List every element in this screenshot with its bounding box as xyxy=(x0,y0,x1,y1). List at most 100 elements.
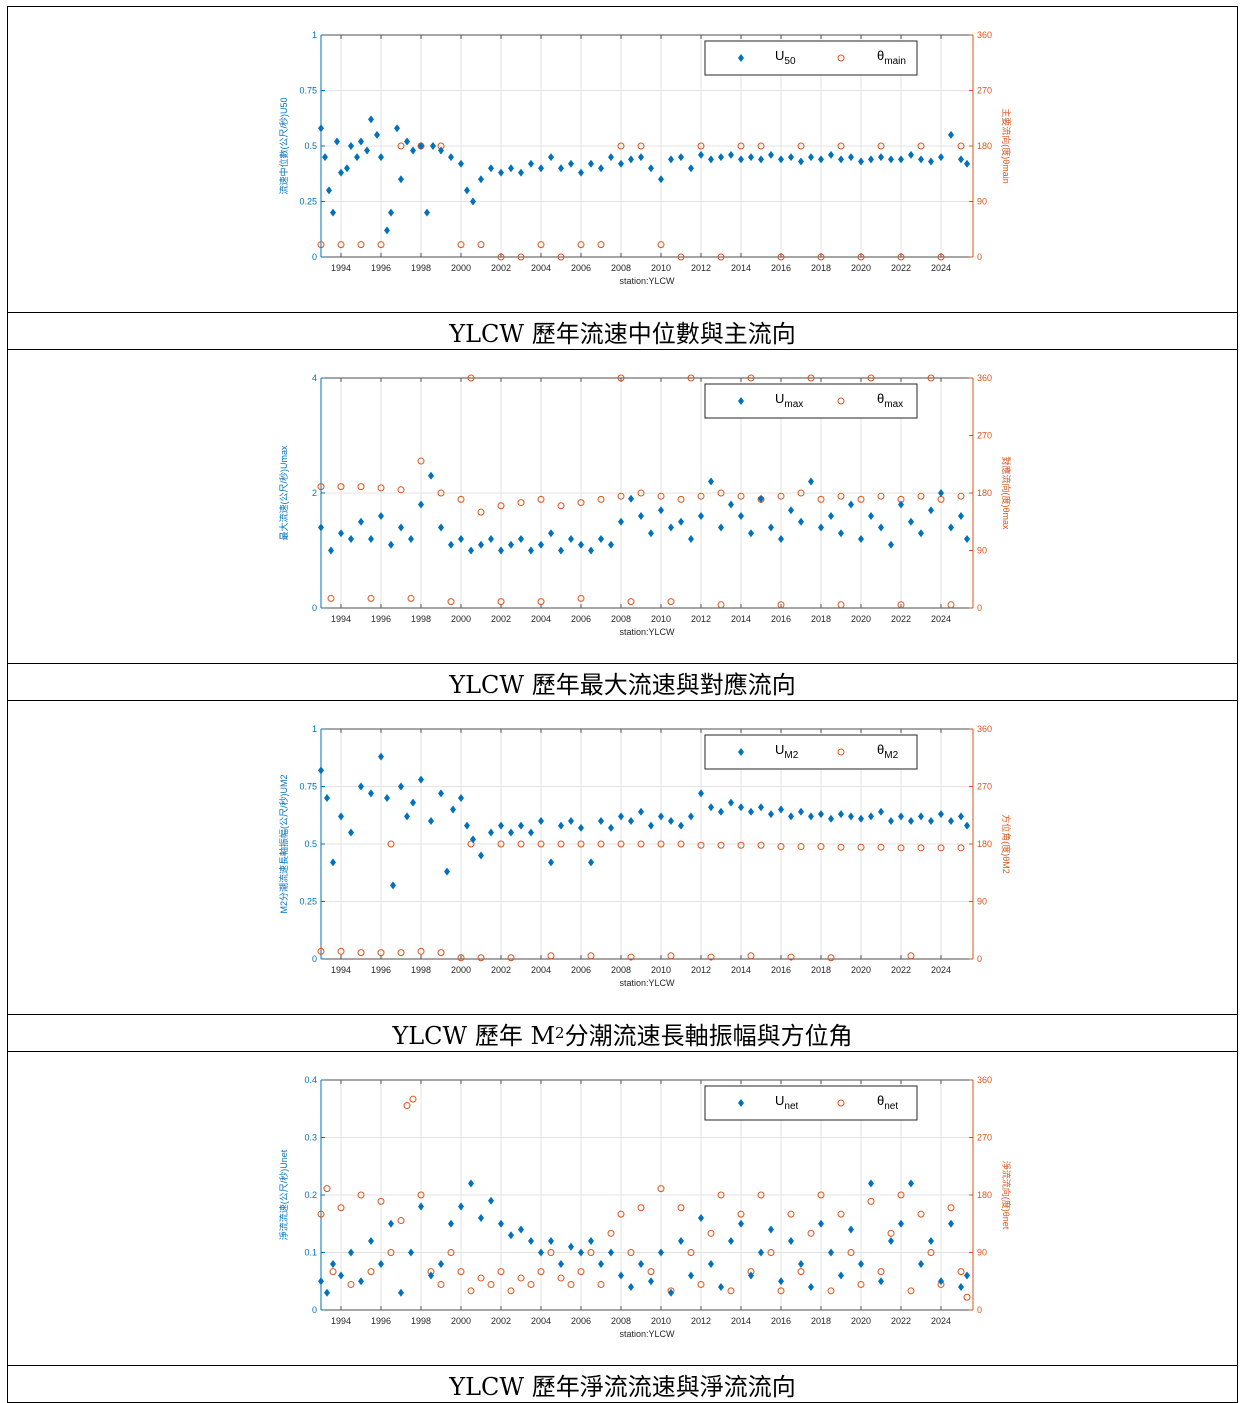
speed-point xyxy=(398,175,404,184)
y-left-tick-label: 0.5 xyxy=(304,141,317,151)
x-tick-label: 2008 xyxy=(611,965,631,975)
speed-point xyxy=(628,1283,634,1291)
x-tick-label: 2024 xyxy=(931,1316,951,1326)
speed-point xyxy=(410,798,416,807)
x-tick-label: 2024 xyxy=(931,263,951,273)
speed-point xyxy=(418,1202,424,1211)
speed-point xyxy=(908,150,914,159)
plot-area: 1994 1996 1998 2000 2002 2004 2006 2008 2010 2012… xyxy=(278,1075,1012,1339)
caption-1-text: YLCW 歷年流速中位數與主流向 xyxy=(449,319,796,348)
x-tick-label: 2016 xyxy=(771,965,791,975)
speed-point xyxy=(568,159,574,168)
speed-point xyxy=(848,1225,854,1234)
x-tick-label: 2018 xyxy=(811,614,831,624)
direction-point xyxy=(337,947,345,955)
direction-point xyxy=(497,1268,505,1276)
legend-speed-label: Unet xyxy=(775,1093,799,1112)
direction-point xyxy=(807,374,815,382)
speed-point xyxy=(848,500,854,509)
speed-point xyxy=(964,535,970,543)
x-tick-label: 2002 xyxy=(491,614,511,624)
speed-point xyxy=(758,803,764,812)
direction-point xyxy=(837,142,845,150)
direction-point xyxy=(687,1249,695,1256)
y-right-tick-label: 180 xyxy=(977,488,992,498)
x-tick-label: 2022 xyxy=(891,614,911,624)
speed-point xyxy=(748,807,754,816)
direction-point xyxy=(537,241,545,249)
speed-point xyxy=(898,500,904,509)
legend-direction-marker xyxy=(837,54,845,62)
speed-point xyxy=(888,817,894,825)
direction-point xyxy=(597,840,605,848)
direction-point xyxy=(377,949,385,957)
direction-point xyxy=(757,841,765,849)
direction-point xyxy=(577,594,585,602)
x-tick-label: 1998 xyxy=(411,614,431,624)
x-tick-label: 2002 xyxy=(491,965,511,975)
direction-point xyxy=(577,499,585,507)
legend-direction-marker xyxy=(837,748,845,756)
x-tick-label: 2004 xyxy=(531,1316,551,1326)
speed-point xyxy=(368,115,374,124)
direction-point xyxy=(697,142,705,150)
speed-point xyxy=(698,1214,704,1222)
speed-point xyxy=(708,1260,714,1268)
direction-point xyxy=(357,949,365,957)
direction-point xyxy=(877,492,885,500)
speed-point xyxy=(470,197,476,206)
figure-cell-1: 1994 1996 1998 2000 2002 2004 2006 2008 2010 2012… xyxy=(8,7,1237,313)
x-tick-label: 2004 xyxy=(531,263,551,273)
direction-point xyxy=(577,241,585,249)
x-tick-label: 2020 xyxy=(851,965,871,975)
speed-point xyxy=(458,794,464,802)
y-right-tick-label: 90 xyxy=(977,897,987,907)
y-left-axis-title: 最大流速(公尺/秒)Umax xyxy=(278,445,289,540)
direction-point xyxy=(637,489,645,497)
speed-point xyxy=(728,500,734,509)
speed-point xyxy=(578,823,584,832)
chart-umax-theta-max: 1994 1996 1998 2000 2002 2004 2006 2008 2010 2012… xyxy=(278,373,1012,637)
direction-point xyxy=(887,1229,895,1237)
direction-point xyxy=(557,253,565,261)
direction-point xyxy=(677,495,685,503)
speed-point xyxy=(558,546,564,555)
direction-point xyxy=(617,492,625,500)
direction-point xyxy=(857,843,865,851)
direction-point xyxy=(797,489,805,497)
direction-point xyxy=(757,142,765,150)
direction-point xyxy=(497,253,505,261)
speed-point xyxy=(598,817,604,825)
speed-point xyxy=(328,546,334,555)
direction-point xyxy=(777,253,785,261)
direction-point xyxy=(777,1287,785,1295)
y-right-tick-label: 360 xyxy=(977,373,992,383)
speed-point xyxy=(668,817,674,825)
speed-point xyxy=(478,540,484,549)
x-tick-label: 2024 xyxy=(931,614,951,624)
speed-point xyxy=(518,168,524,177)
x-tick-label: 2018 xyxy=(811,1316,831,1326)
direction-point xyxy=(377,241,385,249)
x-tick-label: 2020 xyxy=(851,263,871,273)
speed-point xyxy=(330,208,336,217)
speed-point xyxy=(748,153,754,162)
speed-point xyxy=(728,150,734,159)
legend-speed-marker xyxy=(738,748,744,756)
speed-point xyxy=(388,540,394,549)
direction-point xyxy=(387,1249,395,1256)
speed-point xyxy=(638,153,644,162)
direction-point xyxy=(737,1210,745,1218)
direction-point xyxy=(687,374,695,382)
speed-point xyxy=(678,1237,684,1245)
direction-point xyxy=(787,953,795,961)
speed-point xyxy=(698,512,704,520)
direction-point xyxy=(617,374,625,382)
direction-point xyxy=(397,486,405,494)
direction-point xyxy=(947,601,955,609)
speed-point xyxy=(464,821,470,830)
direction-point xyxy=(817,843,825,851)
speed-point xyxy=(938,153,944,162)
direction-point xyxy=(457,1268,465,1276)
direction-point xyxy=(417,947,425,955)
